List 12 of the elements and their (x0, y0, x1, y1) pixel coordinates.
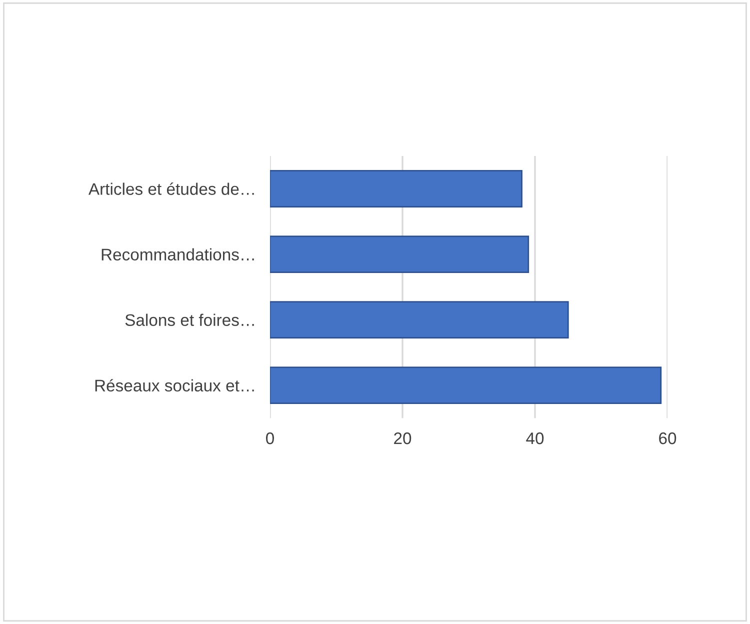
bar (270, 170, 522, 208)
bar (270, 366, 662, 404)
bar (270, 301, 569, 339)
y-tick-label: Articles et études de… (88, 182, 254, 195)
x-tick-label: 20 (394, 432, 412, 444)
x-tick-label: 0 (266, 432, 274, 444)
bar (270, 236, 530, 273)
y-tick-label: Réseaux sociaux et… (95, 379, 254, 392)
x-tick-label: 40 (526, 432, 544, 444)
y-tick-label: Salons et foires… (125, 314, 254, 326)
x-tick-label: 60 (659, 432, 676, 444)
y-tick-label: Recommandations… (102, 248, 254, 260)
